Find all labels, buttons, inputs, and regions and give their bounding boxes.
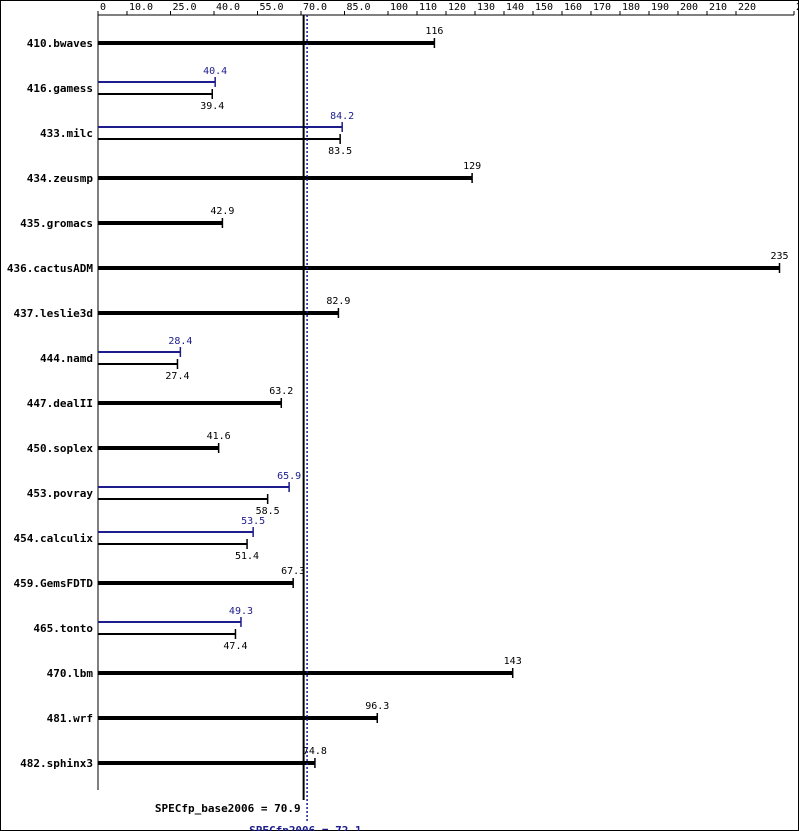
x-tick-label: 120	[448, 2, 466, 13]
x-tick-label: 25.0	[173, 2, 197, 13]
x-tick-label: 170	[593, 2, 611, 13]
x-tick-label: 100	[390, 2, 408, 13]
category-label: 433.milc	[40, 127, 93, 140]
x-tick-label: 220	[738, 2, 756, 13]
x-tick-label: 70.0	[303, 2, 327, 13]
category-label: 481.wrf	[47, 712, 93, 725]
value-label: 82.9	[326, 296, 350, 307]
category-label: 437.leslie3d	[14, 307, 93, 320]
value-label: 27.4	[165, 371, 189, 382]
value-label: 42.9	[210, 206, 234, 217]
category-label: 436.cactusADM	[7, 262, 93, 275]
category-label: 447.dealII	[27, 397, 93, 410]
x-tick-label: 200	[680, 2, 698, 13]
value-label: 96.3	[365, 701, 389, 712]
peak-value-label: 84.2	[330, 111, 354, 122]
x-tick-label: 150	[535, 2, 553, 13]
category-label: 465.tonto	[33, 622, 93, 635]
x-tick-label: 85.0	[347, 2, 371, 13]
category-label: 482.sphinx3	[20, 757, 93, 770]
peak-value-label: 40.4	[203, 66, 227, 77]
peak-value-label: 65.9	[277, 471, 301, 482]
value-label: 51.4	[235, 551, 259, 562]
x-tick-label: 160	[564, 2, 582, 13]
x-tick-label: 180	[622, 2, 640, 13]
category-label: 454.calculix	[14, 532, 94, 545]
value-label: 41.6	[207, 431, 231, 442]
category-label: 450.soplex	[27, 442, 94, 455]
x-tick-label: 110	[419, 2, 437, 13]
category-label: 470.lbm	[47, 667, 94, 680]
category-label: 459.GemsFDTD	[14, 577, 94, 590]
category-label: 435.gromacs	[20, 217, 93, 230]
x-tick-label: 130	[477, 2, 495, 13]
reference-label: SPECfp2006 = 72.1	[249, 824, 362, 831]
category-label: 444.namd	[40, 352, 93, 365]
value-label: 83.5	[328, 146, 352, 157]
x-tick-label: 240	[796, 2, 799, 13]
category-label: 453.povray	[27, 487, 94, 500]
value-label: 58.5	[256, 506, 280, 517]
x-tick-label: 55.0	[260, 2, 284, 13]
x-tick-label: 0	[100, 2, 106, 13]
value-label: 235	[770, 251, 788, 262]
x-tick-label: 140	[506, 2, 524, 13]
x-tick-label: 40.0	[216, 2, 240, 13]
peak-value-label: 28.4	[168, 336, 192, 347]
reference-label: SPECfp_base2006 = 70.9	[155, 802, 301, 815]
value-label: 143	[504, 656, 522, 667]
peak-value-label: 53.5	[241, 516, 265, 527]
value-label: 129	[463, 161, 481, 172]
category-label: 416.gamess	[27, 82, 93, 95]
peak-value-label: 49.3	[229, 606, 253, 617]
category-label: 410.bwaves	[27, 37, 93, 50]
value-label: 63.2	[269, 386, 293, 397]
value-label: 47.4	[223, 641, 247, 652]
x-tick-label: 10.0	[129, 2, 153, 13]
value-label: 67.3	[281, 566, 305, 577]
x-tick-label: 210	[709, 2, 727, 13]
value-label: 74.8	[303, 746, 327, 757]
value-label: 116	[425, 26, 443, 37]
value-label: 39.4	[200, 101, 224, 112]
category-label: 434.zeusmp	[27, 172, 94, 185]
x-tick-label: 190	[651, 2, 669, 13]
